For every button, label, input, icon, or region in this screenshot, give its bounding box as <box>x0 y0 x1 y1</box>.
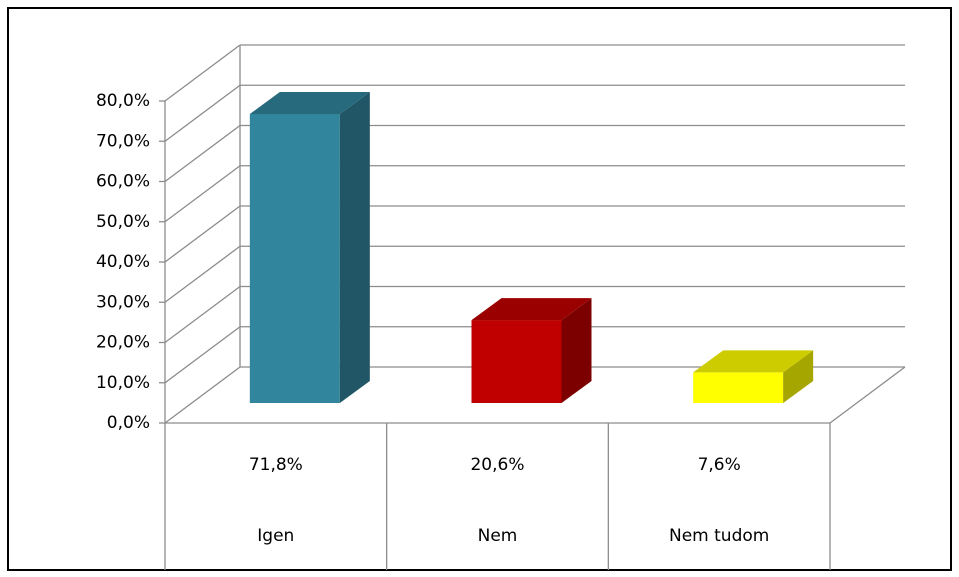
grid-line <box>164 245 241 303</box>
grid-line <box>164 44 241 102</box>
y-tick-label: 50,0% <box>96 212 150 232</box>
grid-line <box>164 124 241 183</box>
bar-face <box>693 372 784 403</box>
grid-line <box>164 205 241 263</box>
bar-face <box>561 298 592 403</box>
bar-face <box>693 350 814 373</box>
grid-line <box>164 366 241 424</box>
grid-line <box>164 326 241 384</box>
floor-edge <box>829 366 906 424</box>
bar <box>471 298 592 403</box>
value-label: 71,8% <box>249 455 303 475</box>
bar-face <box>249 114 340 403</box>
y-tick-label: 70,0% <box>96 131 150 151</box>
y-tick-label: 0,0% <box>107 413 150 433</box>
bar <box>249 92 370 403</box>
bar-face <box>249 92 370 115</box>
grid-line <box>164 84 241 142</box>
y-tick-label: 30,0% <box>96 292 150 312</box>
grid-line <box>164 285 241 344</box>
y-tick-label: 10,0% <box>96 373 150 393</box>
category-label: Nem <box>478 526 518 546</box>
value-label: 20,6% <box>470 455 524 475</box>
value-label: 7,6% <box>698 455 741 475</box>
y-tick-label: 20,0% <box>96 333 150 353</box>
category-label: Igen <box>257 526 294 546</box>
y-tick-label: 40,0% <box>96 252 150 272</box>
bar-face <box>471 320 562 403</box>
y-tick-label: 60,0% <box>96 172 150 192</box>
category-label: Nem tudom <box>669 526 769 546</box>
bar <box>693 350 814 403</box>
y-tick-label: 80,0% <box>96 91 150 111</box>
bar-face <box>339 92 370 403</box>
grid-line <box>164 165 241 223</box>
bar-face <box>471 298 592 321</box>
bar-face <box>783 350 814 403</box>
